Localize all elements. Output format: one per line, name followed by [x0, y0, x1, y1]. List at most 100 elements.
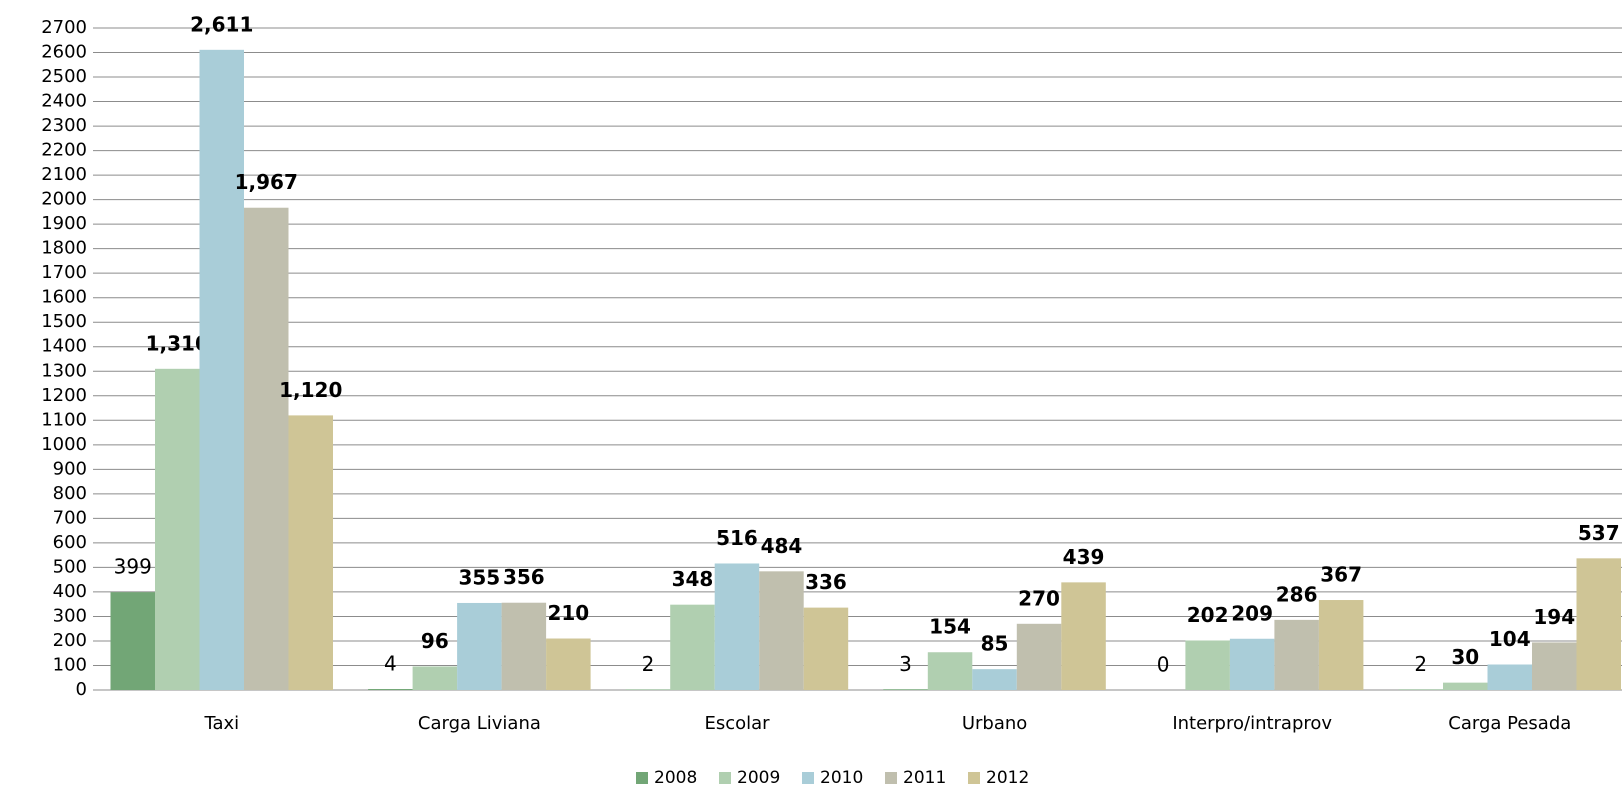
data-label: 0	[1157, 653, 1170, 677]
y-tick-label: 2000	[41, 189, 87, 210]
legend-label: 2011	[903, 768, 946, 786]
bar	[1576, 558, 1621, 690]
bar	[412, 666, 458, 690]
x-tick-label: Urbano	[962, 713, 1027, 734]
data-label: 4	[384, 652, 397, 676]
bar	[927, 652, 973, 690]
data-label: 104	[1489, 627, 1531, 651]
bar	[714, 563, 760, 690]
bar	[1443, 682, 1488, 690]
y-tick-label: 2700	[41, 17, 87, 38]
bar	[1016, 623, 1062, 690]
bar	[288, 415, 333, 690]
data-label: 2	[642, 652, 655, 676]
bar	[1185, 640, 1230, 690]
data-label: 348	[672, 567, 714, 591]
y-tick-label: 900	[53, 458, 87, 479]
bar	[501, 602, 547, 690]
data-label: 1,310	[146, 331, 209, 355]
y-tick-label: 1000	[41, 434, 87, 455]
legend-swatch	[802, 772, 814, 784]
bar	[1487, 664, 1532, 690]
y-tick-label: 2500	[41, 66, 87, 87]
bar	[110, 592, 155, 690]
bar	[803, 607, 849, 690]
legend-swatch	[885, 772, 897, 784]
bar	[1274, 619, 1319, 690]
legend-label: 2008	[654, 768, 697, 786]
data-label: 210	[547, 601, 589, 625]
y-tick-label: 1200	[41, 385, 87, 406]
x-tick-label: Taxi	[203, 713, 239, 734]
bar	[1229, 638, 1275, 690]
legend-label: 2010	[820, 768, 863, 786]
bar	[759, 571, 804, 690]
y-tick-label: 1400	[41, 336, 87, 357]
legend-label: 2012	[986, 768, 1029, 786]
y-tick-label: 2100	[41, 164, 87, 185]
data-label: 1,967	[235, 170, 298, 194]
y-tick-label: 600	[53, 532, 87, 553]
y-tick-label: 800	[53, 483, 87, 504]
y-tick-label: 1800	[41, 238, 87, 259]
bar	[1061, 582, 1106, 690]
y-tick-label: 400	[53, 581, 87, 602]
y-tick-label: 2200	[41, 140, 87, 161]
data-label: 336	[805, 570, 847, 594]
data-label: 355	[458, 565, 500, 589]
data-label: 537	[1578, 521, 1620, 545]
data-label: 516	[716, 526, 758, 550]
data-label: 367	[1320, 563, 1362, 587]
y-tick-label: 200	[53, 630, 87, 651]
data-label: 30	[1451, 645, 1479, 669]
x-tick-label: Carga Pesada	[1448, 713, 1571, 734]
x-tick-label: Escolar	[704, 713, 770, 734]
bar	[244, 207, 289, 690]
y-tick-label: 2300	[41, 115, 87, 136]
y-tick-label: 500	[53, 556, 87, 577]
data-label: 202	[1187, 603, 1229, 627]
bar	[155, 368, 200, 690]
data-label: 286	[1276, 582, 1318, 606]
bar	[670, 604, 715, 690]
bar	[368, 689, 413, 690]
y-tick-label: 2400	[41, 91, 87, 112]
legend-swatch	[968, 772, 980, 784]
y-tick-label: 1900	[41, 213, 87, 234]
y-tick-label: 0	[76, 679, 87, 700]
bar	[883, 689, 928, 690]
data-label: 209	[1231, 601, 1273, 625]
y-tick-label: 1500	[41, 311, 87, 332]
y-tick-label: 100	[53, 654, 87, 675]
x-tick-label: Carga Liviana	[418, 713, 541, 734]
y-tick-label: 700	[53, 507, 87, 528]
bar	[457, 602, 502, 690]
data-label: 399	[114, 555, 152, 579]
bar	[1318, 600, 1364, 690]
y-tick-label: 1100	[41, 409, 87, 430]
data-label: 356	[503, 565, 545, 589]
legend-label: 2009	[737, 768, 780, 786]
bar	[199, 49, 244, 691]
data-label: 85	[981, 632, 1009, 656]
data-label: 3	[899, 652, 912, 676]
data-label: 270	[1018, 586, 1060, 610]
y-tick-label: 1700	[41, 262, 87, 283]
y-tick-label: 1300	[41, 360, 87, 381]
data-label: 2,611	[190, 12, 253, 36]
data-label: 96	[421, 629, 449, 653]
bar	[972, 669, 1017, 690]
data-label: 1,120	[279, 378, 342, 402]
y-tick-label: 1600	[41, 287, 87, 308]
data-label: 194	[1533, 605, 1575, 629]
data-label: 484	[761, 534, 803, 558]
bar	[1532, 642, 1577, 690]
y-tick-label: 300	[53, 605, 87, 626]
x-tick-label: Interpro/intraprov	[1172, 713, 1332, 734]
y-tick-label: 2600	[41, 42, 87, 63]
data-label: 154	[929, 615, 971, 639]
legend-swatch	[719, 772, 731, 784]
data-label: 2	[1414, 652, 1427, 676]
legend-swatch	[636, 772, 648, 784]
